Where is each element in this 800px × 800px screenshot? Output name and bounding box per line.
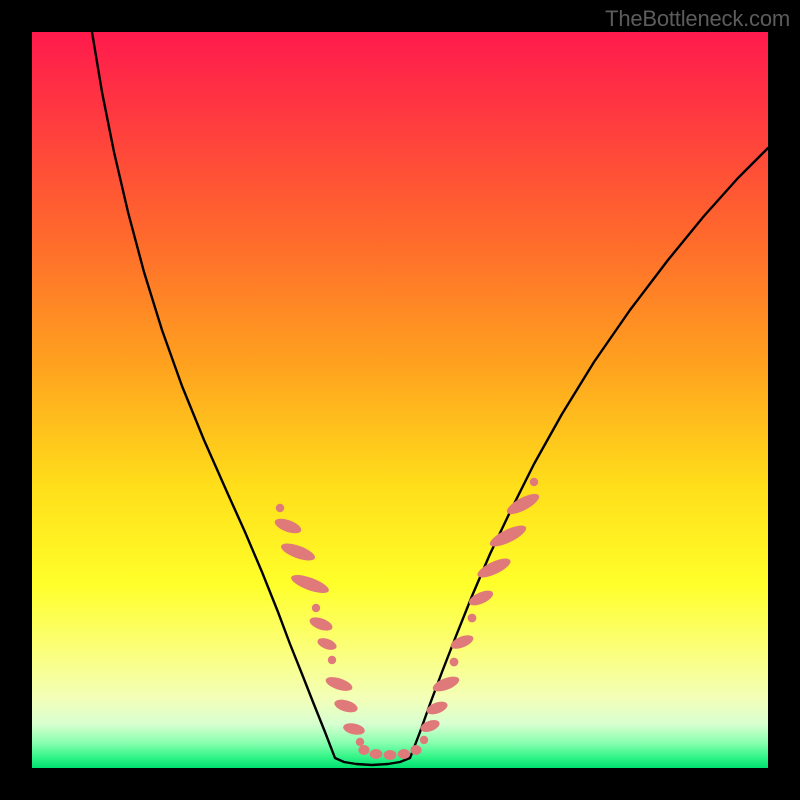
curve-marker (468, 614, 477, 623)
curve-marker (384, 750, 397, 760)
curve-marker (328, 656, 336, 664)
curve-marker (358, 745, 369, 755)
curve-marker (312, 604, 320, 612)
curve-marker (450, 658, 459, 667)
curve-marker (398, 749, 410, 759)
gradient-background (32, 32, 768, 768)
curve-marker (410, 745, 421, 755)
plot-area (32, 32, 768, 768)
watermark-text: TheBottleneck.com (605, 6, 790, 32)
curve-marker (370, 749, 383, 759)
curve-marker (276, 504, 284, 512)
chart-frame: TheBottleneck.com (0, 0, 800, 800)
curve-marker (420, 736, 428, 744)
curve-marker (530, 478, 538, 486)
plot-svg (32, 32, 768, 768)
curve-marker (356, 738, 364, 746)
